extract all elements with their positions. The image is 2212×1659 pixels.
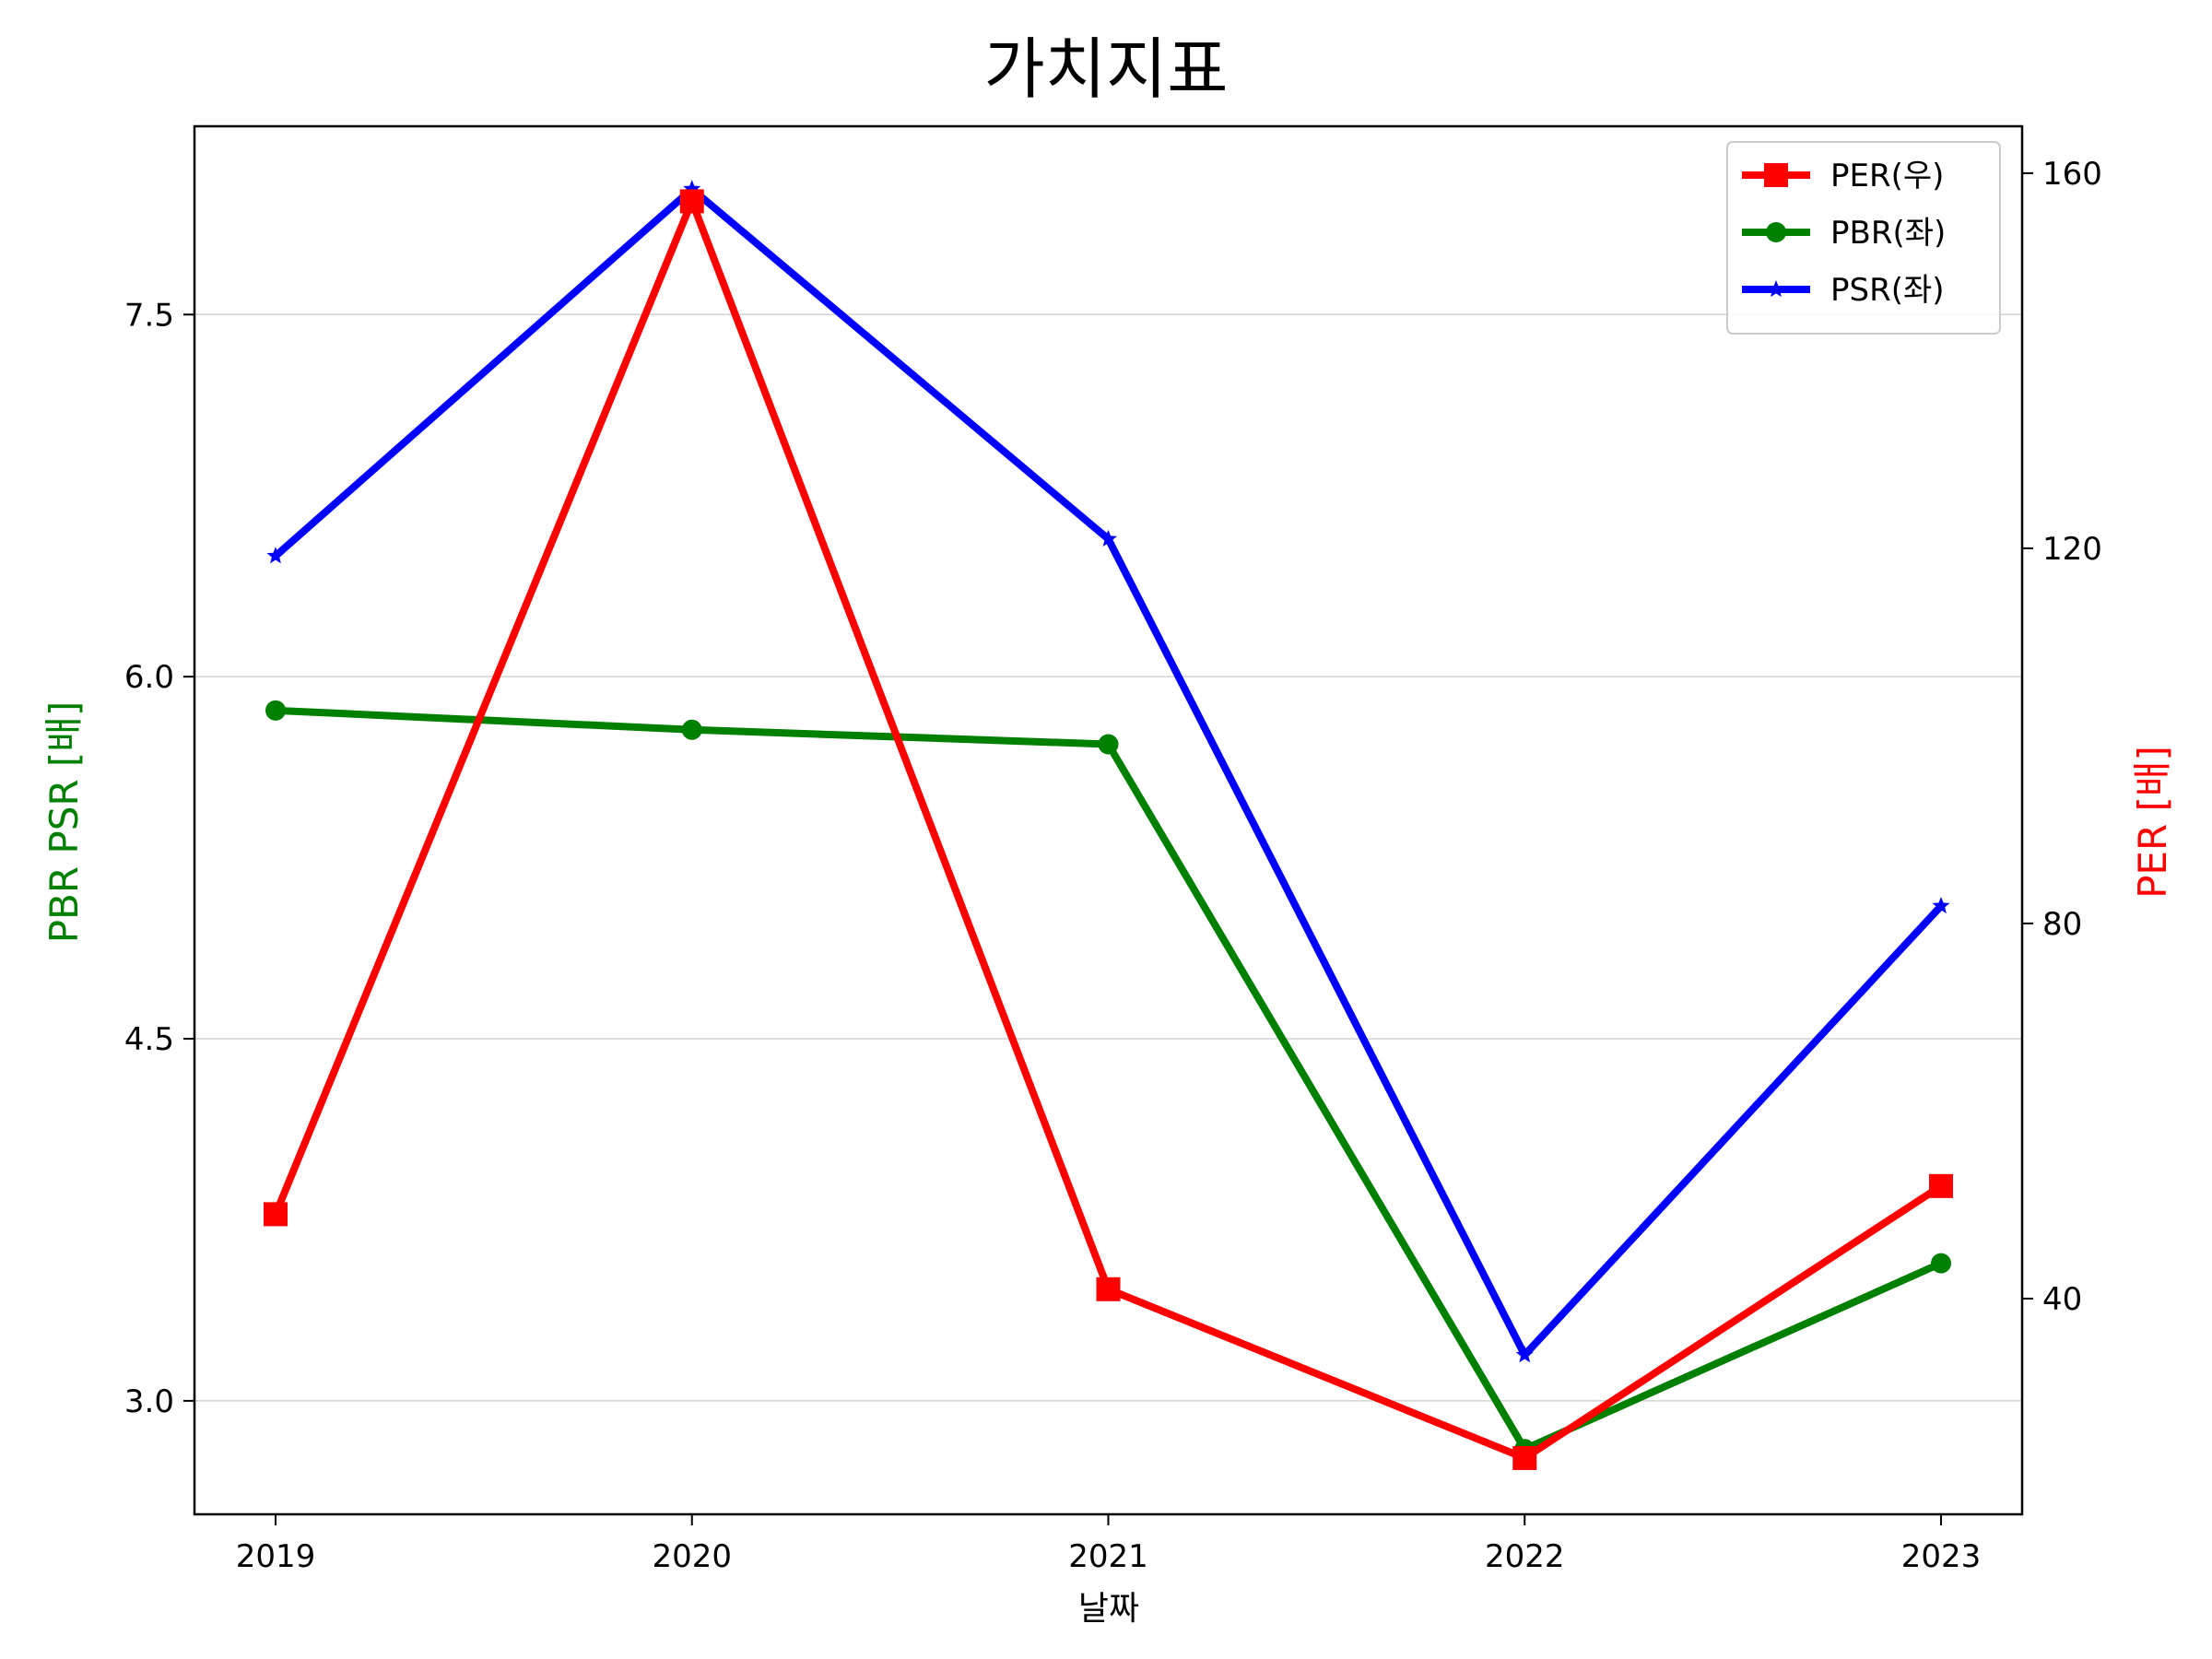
legend-label: PBR(좌): [1830, 215, 1946, 252]
data-point: [1929, 1173, 1953, 1198]
data-point: [1931, 1253, 1951, 1274]
legend-marker: [1766, 222, 1786, 242]
right-tick-label: 40: [2042, 1281, 2082, 1318]
data-point: [1512, 1445, 1537, 1470]
right-axis: 40 80 120 160: [2022, 156, 2102, 1318]
series-square: [264, 189, 1953, 1470]
data-point: [1099, 529, 1118, 547]
data-point: [681, 719, 702, 740]
left-tick-label: 3.0: [124, 1383, 174, 1420]
legend: PER(우) PBR(좌) PSR(좌): [1726, 141, 2001, 335]
data-point: [683, 180, 701, 197]
x-axis-title: 날짜: [1078, 1590, 1139, 1628]
left-axis: 3.0 4.5 6.0 7.5: [124, 297, 194, 1420]
right-tick-label: 160: [2042, 156, 2102, 193]
right-tick-label: 80: [2042, 906, 2082, 943]
left-tick-label: 4.5: [124, 1021, 174, 1058]
data-point: [679, 189, 704, 214]
data-point: [1096, 1277, 1121, 1301]
x-tick-label: 2023: [1901, 1538, 1982, 1575]
x-tick-label: 2021: [1068, 1538, 1148, 1575]
legend-marker: [1764, 163, 1788, 187]
data-point: [1932, 896, 1950, 914]
legend-marker: [1767, 280, 1785, 298]
left-tick-label: 6.0: [124, 659, 174, 696]
series-star: [266, 180, 1950, 1363]
left-tick-label: 7.5: [124, 297, 174, 334]
data-point: [1515, 1346, 1534, 1363]
legend-label: PER(우): [1830, 158, 1944, 194]
x-tick-label: 2020: [652, 1538, 732, 1575]
data-point: [265, 700, 286, 721]
series-layer: [264, 180, 1953, 1470]
left-axis-title: PBR PSR [배]: [41, 701, 87, 944]
legend-label: PSR(좌): [1830, 272, 1945, 309]
data-point: [264, 1202, 288, 1227]
x-axis: 2019 2020 2021 2022 2023: [236, 1514, 1982, 1575]
data-point: [1098, 734, 1119, 755]
chart-title: 가치지표: [984, 30, 1229, 108]
right-axis-title: PER [배]: [2130, 746, 2175, 899]
data-point: [266, 547, 285, 564]
x-tick-label: 2022: [1485, 1538, 1565, 1575]
right-tick-label: 120: [2042, 531, 2102, 568]
series-circle: [265, 700, 1951, 1460]
x-tick-label: 2019: [236, 1538, 316, 1575]
